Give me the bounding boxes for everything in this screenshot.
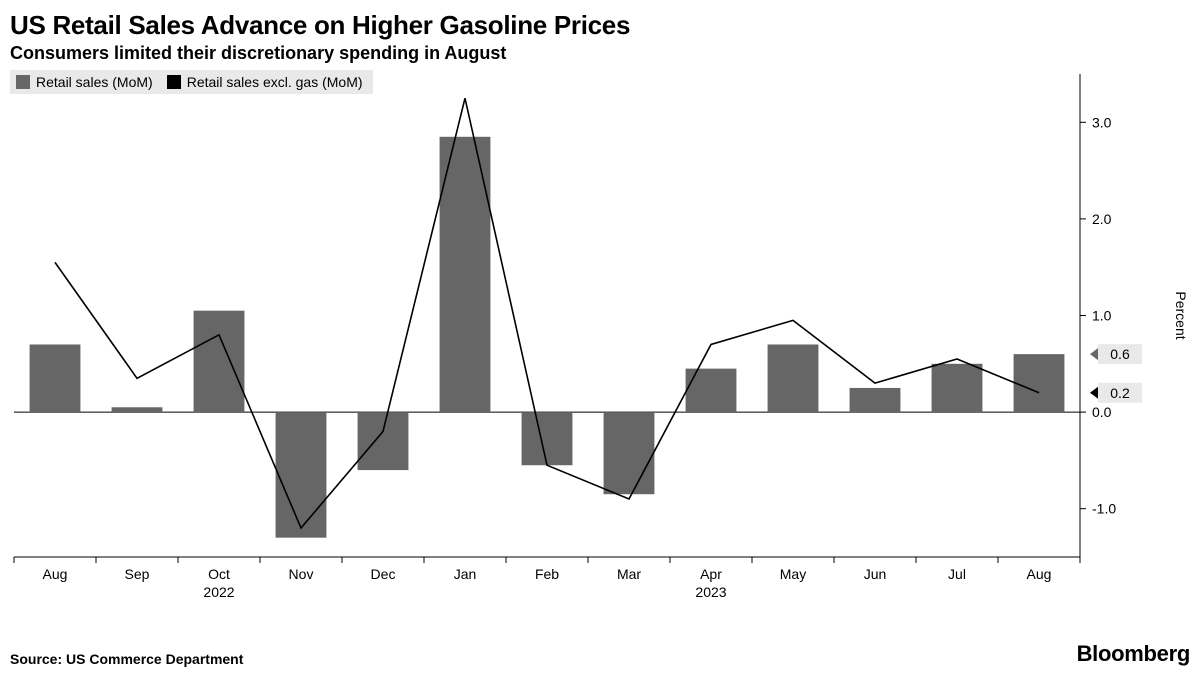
bar (768, 344, 819, 412)
y-tick-label: 2.0 (1092, 211, 1112, 227)
x-tick-label: Mar (617, 566, 641, 582)
x-tick-label: Jul (948, 566, 966, 582)
legend-label: Retail sales (MoM) (36, 74, 153, 90)
x-year-label: 2022 (203, 584, 234, 600)
chart-subtitle: Consumers limited their discretionary sp… (10, 43, 1190, 64)
x-tick-label: Feb (535, 566, 559, 582)
x-tick-label: Sep (125, 566, 150, 582)
y-tick-label: 0.0 (1092, 404, 1112, 420)
x-tick-label: Dec (371, 566, 396, 582)
x-tick-label: Oct (208, 566, 230, 582)
callout-arrow (1090, 348, 1098, 360)
x-tick-label: Jun (864, 566, 887, 582)
legend-label: Retail sales excl. gas (MoM) (187, 74, 363, 90)
y-tick-label: -1.0 (1092, 501, 1116, 517)
x-tick-label: Aug (43, 566, 68, 582)
callout-arrow (1090, 387, 1098, 399)
source-text: Source: US Commerce Department (10, 651, 243, 667)
x-tick-label: Jan (454, 566, 477, 582)
legend-swatch (167, 75, 181, 89)
y-tick-label: 3.0 (1092, 114, 1112, 130)
bar (276, 412, 327, 538)
y-axis-title: Percent (1173, 291, 1189, 339)
bar (1014, 354, 1065, 412)
x-tick-label: Apr (700, 566, 722, 582)
bar (850, 388, 901, 412)
bar (686, 369, 737, 412)
x-tick-label: May (780, 566, 806, 582)
x-tick-label: Aug (1027, 566, 1052, 582)
legend-swatch (16, 75, 30, 89)
brand-logo: Bloomberg (1077, 641, 1190, 667)
bar (604, 412, 655, 494)
bar (194, 311, 245, 412)
bar (932, 364, 983, 412)
legend-item: Retail sales excl. gas (MoM) (167, 74, 363, 90)
y-tick-label: 1.0 (1092, 308, 1112, 324)
chart-title: US Retail Sales Advance on Higher Gasoli… (10, 10, 1190, 41)
x-tick-label: Nov (289, 566, 314, 582)
plot-area: -1.0 0.0 1.0 2.0 3.0 Percent Aug Sep Oct Nov Dec Ja… (10, 68, 1190, 605)
callout-text: 0.6 (1110, 346, 1130, 362)
callout-text: 0.2 (1110, 385, 1130, 401)
bar (358, 412, 409, 470)
legend: Retail sales (MoM) Retail sales excl. gas… (10, 70, 373, 94)
bar (522, 412, 573, 465)
x-year-label: 2023 (695, 584, 726, 600)
bar (112, 407, 163, 412)
bar (30, 344, 81, 412)
chart-svg: -1.0 0.0 1.0 2.0 3.0 Percent Aug Sep Oct Nov Dec Ja… (10, 68, 1190, 605)
legend-item: Retail sales (MoM) (16, 74, 153, 90)
